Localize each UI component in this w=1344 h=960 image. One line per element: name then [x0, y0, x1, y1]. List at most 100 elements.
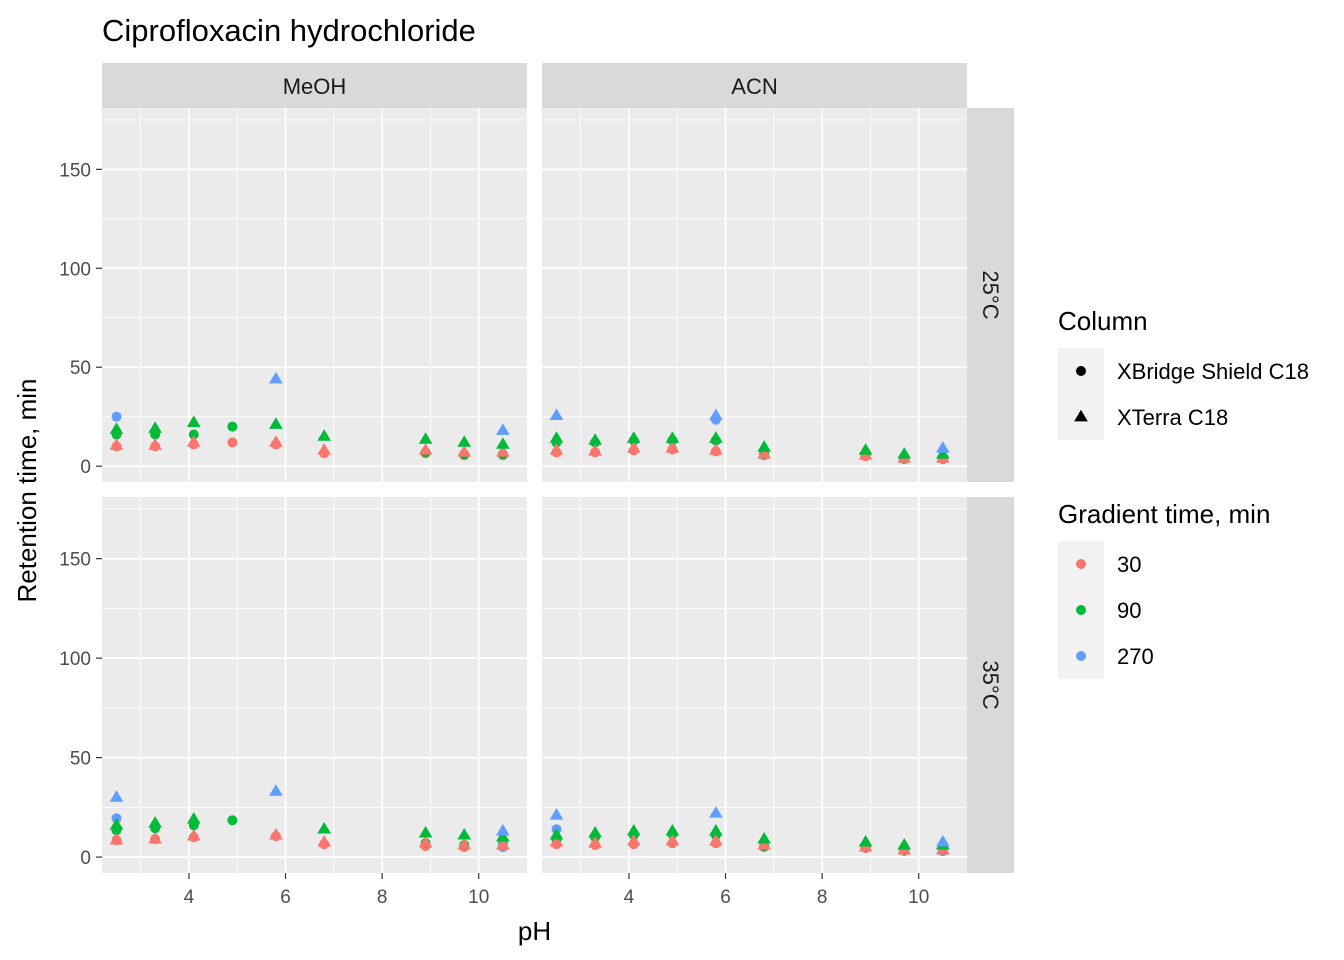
x-tick-label: 6 — [280, 887, 291, 908]
data-point-triangle — [709, 431, 723, 443]
y-tick-label: 0 — [80, 457, 91, 478]
data-point-triangle — [457, 837, 472, 850]
data-point-triangle — [496, 445, 510, 457]
legend-title-column: Column — [1058, 306, 1148, 336]
data-point-triangle — [148, 831, 162, 844]
data-point-triangle — [109, 832, 124, 845]
data-point-triangle — [549, 431, 564, 443]
data-point-triangle — [109, 438, 124, 450]
data-point-triangle — [757, 447, 771, 459]
legend-circle-icon — [1076, 366, 1086, 376]
x-tick-label: 6 — [720, 887, 731, 908]
facet-strip-meoh — [102, 63, 527, 108]
data-point-triangle — [496, 437, 510, 449]
data-point-triangle — [317, 443, 331, 455]
data-point-triangle — [897, 837, 912, 850]
panel-background — [102, 497, 527, 873]
facet-label-meoh: MeOH — [283, 74, 347, 99]
data-point-triangle — [709, 806, 723, 818]
y-tick-label: 0 — [80, 848, 91, 869]
data-point-triangle — [109, 790, 124, 802]
data-point-triangle — [588, 433, 602, 445]
y-axis-title: Retention time, min — [12, 379, 42, 603]
data-point-triangle — [496, 824, 510, 836]
data-point-triangle — [269, 417, 283, 429]
facet-label-25C: 25°C — [978, 270, 1003, 319]
x-tick-label: 10 — [908, 887, 929, 908]
data-point-triangle — [626, 824, 641, 836]
y-tick-label: 100 — [59, 649, 91, 670]
data-point-triangle — [269, 371, 283, 384]
legend-color-dot — [1076, 605, 1086, 615]
data-point-triangle — [549, 834, 564, 847]
data-point-triangle — [109, 818, 124, 830]
data-point-triangle — [588, 444, 602, 456]
panel-background — [542, 497, 967, 873]
data-points — [109, 371, 950, 857]
data-point-triangle — [269, 435, 283, 447]
panel-35C-meoh — [102, 497, 527, 873]
data-point-circle — [227, 437, 238, 448]
data-point-triangle — [317, 429, 331, 441]
data-point-triangle — [549, 443, 564, 455]
data-point-triangle — [457, 828, 472, 840]
data-point-triangle — [457, 435, 472, 447]
data-point-triangle — [588, 835, 602, 848]
data-point-triangle — [109, 422, 124, 434]
data-point-triangle — [418, 826, 433, 838]
legend-label: 270 — [1117, 644, 1154, 669]
data-point-triangle — [186, 415, 201, 427]
panel-background — [542, 108, 967, 482]
data-point-triangle — [457, 445, 472, 457]
data-point-triangle — [757, 831, 771, 844]
data-point-triangle — [148, 421, 162, 433]
y-tick-label: 150 — [59, 550, 91, 571]
data-point-triangle — [665, 833, 680, 846]
legend-label: XBridge Shield C18 — [1117, 359, 1309, 384]
data-point-triangle — [496, 829, 510, 842]
data-point-triangle — [709, 824, 723, 836]
x-axis-title: pH — [518, 916, 551, 946]
data-point-triangle — [757, 837, 771, 850]
data-point-triangle — [317, 822, 331, 834]
data-point-circle — [227, 815, 238, 826]
facet-label-35C: 35°C — [978, 660, 1003, 709]
legend-title-gradient: Gradient time, min — [1058, 499, 1270, 529]
legend-label: XTerra C18 — [1117, 405, 1228, 430]
data-point-triangle — [858, 834, 873, 847]
data-point-triangle — [665, 431, 680, 443]
y-tick-label: 50 — [70, 358, 91, 379]
data-point-triangle — [626, 431, 641, 443]
data-point-triangle — [186, 828, 201, 841]
legend-column: Column XBridge Shield C18 XTerra C18 — [1058, 306, 1309, 440]
legend-label: 30 — [1117, 552, 1141, 577]
data-point-triangle — [148, 438, 162, 450]
data-point-triangle — [665, 824, 680, 836]
panel-25C-meoh — [102, 108, 527, 482]
data-point-triangle — [936, 441, 950, 453]
data-point-triangle — [588, 826, 602, 838]
data-point-triangle — [269, 784, 283, 796]
legend-color-dot — [1076, 559, 1086, 569]
data-point-triangle — [549, 828, 564, 840]
data-point-triangle — [936, 834, 950, 847]
panel-background — [102, 108, 527, 482]
x-tick-label: 4 — [184, 887, 195, 908]
data-point-triangle — [186, 812, 201, 824]
y-tick-label: 50 — [70, 749, 91, 770]
data-point-triangle — [709, 408, 723, 421]
facet-strip-35C — [967, 497, 1014, 873]
x-tick-label: 8 — [377, 887, 388, 908]
data-point-triangle — [317, 834, 331, 847]
data-point-triangle — [709, 833, 723, 846]
panel-25C-acn — [542, 108, 967, 482]
facet-label-acn: ACN — [731, 74, 777, 99]
data-point-circle — [111, 411, 122, 422]
data-point-circle — [188, 429, 199, 440]
data-point-triangle — [626, 441, 641, 453]
chart-title: Ciprofloxacin hydrochloride — [102, 13, 476, 48]
data-point-triangle — [148, 816, 162, 828]
legend-gradient-time: Gradient time, min 30 90 270 — [1058, 499, 1270, 679]
data-point-triangle — [418, 835, 433, 848]
